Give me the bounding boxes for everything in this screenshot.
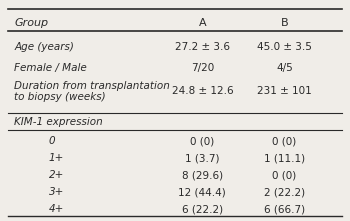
- Text: 2 (22.2): 2 (22.2): [264, 187, 305, 197]
- Text: 1 (3.7): 1 (3.7): [185, 153, 219, 163]
- Text: 12 (44.4): 12 (44.4): [178, 187, 226, 197]
- Text: 0 (0): 0 (0): [272, 170, 296, 180]
- Text: 4/5: 4/5: [276, 63, 293, 73]
- Text: Duration from transplantation
to biopsy (weeks): Duration from transplantation to biopsy …: [14, 81, 170, 102]
- Text: 231 ± 101: 231 ± 101: [257, 86, 312, 96]
- Text: 6 (22.2): 6 (22.2): [182, 204, 223, 214]
- Text: 1+: 1+: [49, 153, 64, 163]
- Text: 45.0 ± 3.5: 45.0 ± 3.5: [257, 42, 312, 52]
- Text: 24.8 ± 12.6: 24.8 ± 12.6: [172, 86, 233, 96]
- Text: 27.2 ± 3.6: 27.2 ± 3.6: [175, 42, 230, 52]
- Text: 1 (11.1): 1 (11.1): [264, 153, 305, 163]
- Text: 0 (0): 0 (0): [272, 136, 296, 146]
- Text: 6 (66.7): 6 (66.7): [264, 204, 305, 214]
- Text: 0: 0: [49, 136, 55, 146]
- Text: 0 (0): 0 (0): [190, 136, 215, 146]
- Text: 3+: 3+: [49, 187, 64, 197]
- Text: 7/20: 7/20: [191, 63, 214, 73]
- Text: 8 (29.6): 8 (29.6): [182, 170, 223, 180]
- Text: KIM-1 expression: KIM-1 expression: [14, 117, 103, 127]
- Text: B: B: [280, 18, 288, 28]
- Text: Group: Group: [14, 18, 49, 28]
- Text: A: A: [198, 18, 206, 28]
- Text: 4+: 4+: [49, 204, 64, 214]
- Text: 2+: 2+: [49, 170, 64, 180]
- Text: Age (years): Age (years): [14, 42, 74, 52]
- Text: Female / Male: Female / Male: [14, 63, 87, 73]
